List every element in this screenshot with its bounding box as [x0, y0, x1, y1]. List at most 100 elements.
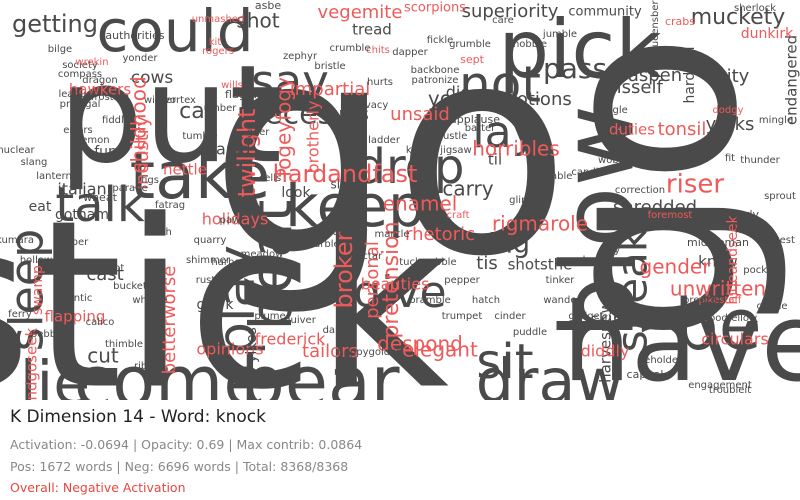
word-cloud: putgostickgohavebearcomeliepickkeeptakeb… — [0, 0, 800, 400]
cloud-word: kit — [209, 37, 222, 48]
cloud-word: ribbon — [134, 361, 166, 372]
cloud-word: superiority — [462, 1, 559, 22]
cloud-word: gadget — [568, 311, 603, 322]
cloud-word: aspen — [628, 65, 682, 86]
cloud-word: emotions — [488, 89, 571, 110]
cloud-word: hurts — [367, 77, 393, 88]
cloud-word: dunkirk — [741, 26, 794, 42]
cloud-word: italian — [57, 180, 106, 199]
cloud-word: eat — [29, 199, 52, 215]
cloud-word: crabs — [665, 15, 695, 28]
cloud-word: yorks — [706, 114, 755, 135]
cloud-word: leagues — [58, 89, 97, 100]
cloud-word: yonder — [123, 53, 159, 64]
cloud-word: fogeyfogy — [272, 77, 296, 177]
cloud-word: lie — [20, 349, 90, 400]
caption-stats-activation: Activation: -0.0694 | Opacity: 0.69 | Ma… — [10, 437, 363, 452]
cloud-word: jigsaw — [439, 145, 471, 156]
cloud-word: holidays — [202, 210, 269, 229]
cloud-word: not — [459, 56, 541, 114]
cloud-word: wicker — [144, 95, 177, 106]
cloud-word: antic — [68, 293, 93, 304]
cloud-word: community — [568, 5, 642, 20]
cloud-word: jolly — [599, 245, 620, 256]
cloud-word: sleep — [0, 229, 54, 352]
cloud-word: shredded — [613, 197, 697, 218]
cloud-word: bristle — [314, 61, 345, 72]
cloud-word: saddle — [276, 229, 309, 240]
cloud-word: craft — [446, 210, 469, 221]
cloud-word: beat — [237, 200, 305, 331]
cloud-word: puddle — [513, 327, 547, 338]
caption-overall: Overall: Negative Activation — [10, 480, 186, 495]
cloud-word: diddly — [581, 342, 630, 361]
cloud-word: tis — [476, 253, 497, 274]
cloud-word: pikestaff — [699, 295, 743, 306]
cloud-word: rapid — [209, 140, 250, 159]
cloud-word: twilight — [233, 109, 261, 198]
cloud-word: dodgy — [712, 105, 743, 116]
cloud-word: quiver — [284, 315, 317, 326]
cloud-word: look — [281, 185, 311, 201]
cloud-word: pretension — [379, 221, 404, 338]
cloud-word: whistle — [132, 295, 167, 306]
cloud-word: tinker — [546, 275, 576, 286]
cloud-word: circulars — [701, 330, 769, 349]
cloud-word: thimble — [105, 339, 143, 350]
cloud-word: draw — [476, 347, 625, 400]
cloud-word: middleman — [687, 236, 749, 249]
caption-stats-counts: Pos: 1672 words | Neg: 6696 words | Tota… — [10, 459, 349, 474]
cloud-word: errors — [63, 125, 92, 136]
cloud-word: rhetoric — [405, 224, 475, 245]
cloud-word: thunder — [740, 155, 780, 166]
cloud-word: brotherly — [304, 101, 323, 174]
cloud-word: trumpet — [442, 311, 483, 322]
cloud-word: cast — [86, 264, 123, 285]
cloud-word: crumble — [330, 43, 371, 54]
cloud-word: privacy — [352, 100, 389, 111]
cloud-word: broker — [330, 231, 358, 308]
cloud-word: zephyr — [283, 51, 318, 62]
cloud-word: nuclear — [0, 145, 36, 156]
cloud-word: harvest — [757, 235, 795, 246]
cloud-word: sprout — [764, 191, 796, 202]
cloud-word: fable — [548, 171, 573, 182]
cloud-word: put — [58, 36, 282, 193]
cloud-word: ember — [56, 237, 89, 248]
cloud-word: call — [179, 99, 217, 124]
cloud-word: keep — [285, 172, 425, 240]
cloud-word: endangered — [783, 35, 800, 125]
cloud-word: queensberry — [650, 0, 661, 54]
cloud-word: hobble — [513, 39, 547, 50]
cloud-word: engagement — [688, 380, 752, 391]
cloud-word: cinder — [494, 311, 526, 322]
cloud-word: dragon — [82, 75, 117, 86]
cloud-word: fickle — [427, 35, 454, 46]
cloud-word: blow — [539, 105, 656, 339]
cloud-word: say — [251, 55, 329, 108]
cloud-word: tread — [352, 21, 392, 39]
cloud-word: applause — [450, 113, 500, 126]
cloud-word: lemon — [78, 135, 109, 146]
cloud-word: hollow — [20, 255, 52, 266]
cloud-word: goodfellow — [703, 313, 757, 324]
cloud-word: rogers — [202, 46, 234, 57]
cloud-word: vegemite — [318, 2, 403, 23]
cloud-word: unmashed — [192, 14, 245, 25]
cloud-word: care — [492, 15, 514, 26]
cloud-word: city — [717, 66, 750, 87]
cloud-word: geer — [247, 127, 271, 138]
cloud-word: wrekin — [75, 57, 108, 68]
cloud-word: quarry — [194, 235, 227, 246]
cloud-word: nectar — [350, 251, 383, 262]
cloud-word: tangle — [596, 105, 628, 116]
cloud-word: wobble — [598, 155, 634, 166]
cloud-word: meadow — [241, 249, 284, 260]
cloud-word: umber — [204, 103, 238, 114]
cloud-word: mingle — [759, 115, 793, 126]
cloud-word: velvet — [571, 255, 602, 266]
cloud-word: tailors — [302, 341, 358, 362]
cloud-word: bucket — [113, 281, 147, 292]
cloud-word: troubleit — [709, 385, 751, 396]
cloud-word: yikes — [244, 327, 260, 363]
